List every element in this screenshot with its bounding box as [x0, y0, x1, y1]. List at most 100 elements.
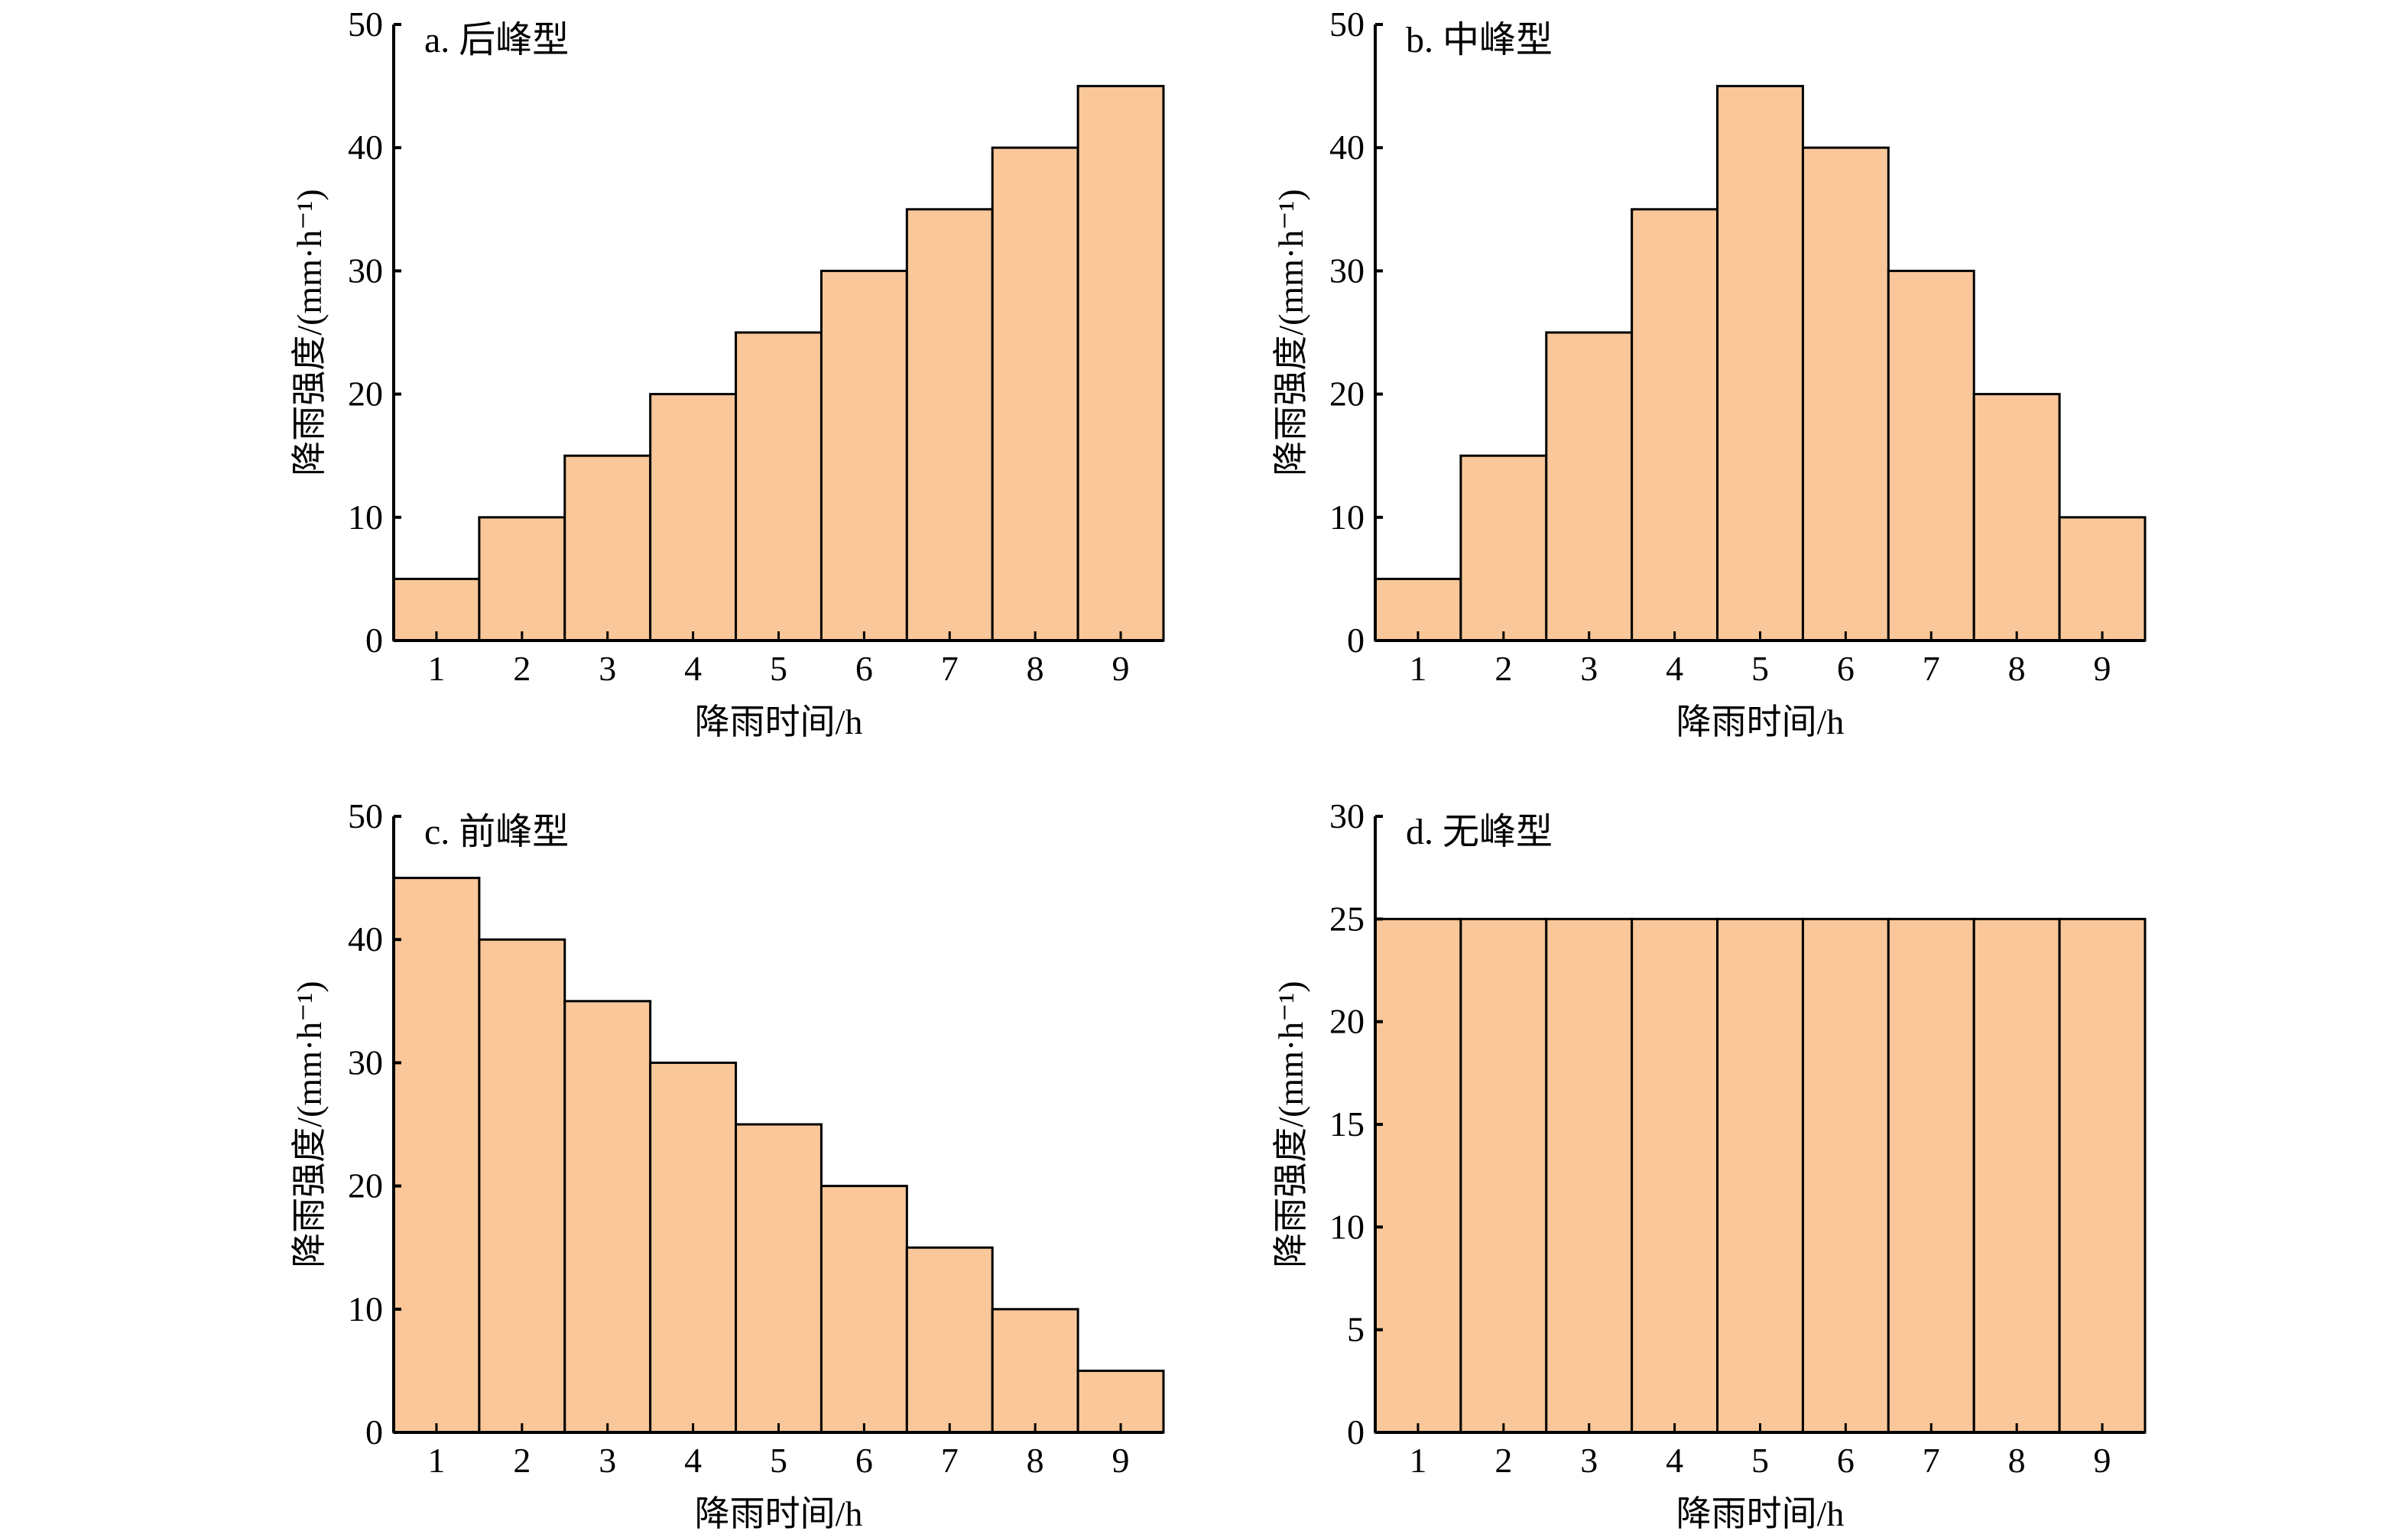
x-tick-label: 7: [1923, 1441, 1940, 1480]
bar: [1374, 577, 1462, 642]
x-tick-label: 1: [427, 1441, 445, 1480]
x-tick-label: 5: [770, 1441, 787, 1480]
x-tick-label: 4: [684, 649, 702, 688]
x-tick-label: 8: [1027, 649, 1044, 688]
y-tick-label: 15: [1329, 1104, 1365, 1143]
bar: [392, 577, 481, 642]
y-tick-label: 20: [1329, 375, 1365, 414]
x-axis-label: 降雨时间/h: [695, 1494, 863, 1531]
x-tick-label: 1: [1409, 649, 1426, 688]
x-tick-label: 9: [2094, 1441, 2111, 1480]
bar: [905, 208, 994, 642]
y-tick-label: 0: [1347, 621, 1365, 660]
y-tick-label: 20: [348, 1166, 383, 1205]
x-tick-label: 1: [1409, 1441, 1426, 1480]
y-tick-label: 50: [348, 796, 383, 835]
bar: [819, 269, 908, 642]
bar: [1374, 917, 1462, 1434]
x-tick-label: 2: [513, 649, 531, 688]
x-tick-label: 4: [684, 1441, 702, 1480]
y-axis-label: 降雨强度/(mm·h⁻¹): [1271, 189, 1310, 475]
x-tick-label: 4: [1666, 649, 1683, 688]
y-tick-label: 40: [348, 920, 383, 958]
x-tick-label: 3: [1580, 1441, 1598, 1480]
bar: [1459, 917, 1548, 1434]
bar: [1545, 331, 1634, 642]
bar: [478, 938, 566, 1434]
x-tick-label: 3: [599, 1441, 616, 1480]
x-tick-label: 6: [1837, 1441, 1855, 1480]
x-tick-label: 6: [855, 649, 873, 688]
bar: [563, 1000, 652, 1434]
x-tick-label: 4: [1666, 1441, 1683, 1480]
bar: [1716, 85, 1804, 642]
y-tick-label: 30: [1329, 796, 1365, 835]
y-axis-label: 降雨强度/(mm·h⁻¹): [1271, 981, 1310, 1267]
y-tick-label: 50: [1329, 5, 1365, 44]
x-tick-label: 2: [1494, 1441, 1512, 1480]
y-tick-label: 5: [1347, 1310, 1365, 1349]
y-tick-label: 50: [348, 5, 383, 44]
bar: [819, 1185, 908, 1434]
x-tick-label: 6: [1837, 649, 1855, 688]
x-axis-label: 降雨时间/h: [1676, 702, 1845, 741]
y-tick-label: 40: [1329, 128, 1365, 167]
bar: [1459, 454, 1548, 642]
y-tick-label: 30: [1329, 251, 1365, 290]
bar: [991, 1308, 1079, 1434]
bar: [735, 331, 823, 642]
y-tick-label: 0: [365, 621, 383, 660]
bar: [1972, 393, 2061, 642]
x-tick-label: 7: [1923, 649, 1940, 688]
x-tick-label: 7: [941, 1441, 959, 1480]
y-tick-label: 30: [348, 1043, 383, 1082]
x-tick-label: 5: [1751, 649, 1769, 688]
x-tick-label: 8: [1027, 1441, 1044, 1480]
bar: [1801, 146, 1890, 642]
x-tick-label: 9: [2094, 649, 2111, 688]
x-tick-label: 8: [2008, 1441, 2026, 1480]
x-tick-label: 9: [1112, 649, 1130, 688]
y-tick-label: 10: [348, 1289, 383, 1328]
bar: [1801, 917, 1890, 1434]
bar: [1887, 269, 1975, 642]
bar: [1972, 917, 2061, 1434]
y-tick-label: 40: [348, 128, 383, 167]
y-tick-label: 30: [348, 251, 383, 290]
chart-title: c. 前峰型: [424, 812, 569, 852]
chart-title: a. 后峰型: [424, 20, 569, 60]
bar: [478, 516, 566, 642]
x-tick-label: 7: [941, 649, 959, 688]
y-axis-label: 降雨强度/(mm·h⁻¹): [290, 189, 329, 475]
bar: [1887, 917, 1975, 1434]
bar: [991, 146, 1079, 642]
x-tick-label: 2: [1494, 649, 1512, 688]
x-tick-label: 6: [855, 1441, 873, 1480]
bar: [563, 454, 652, 642]
bar: [1076, 1369, 1165, 1434]
y-tick-label: 0: [1347, 1413, 1365, 1452]
bar: [735, 1123, 823, 1434]
bar: [392, 877, 481, 1434]
x-tick-label: 3: [1580, 649, 1598, 688]
bar: [2058, 516, 2147, 642]
y-axis-label: 降雨强度/(mm·h⁻¹): [290, 981, 329, 1267]
bar: [1716, 917, 1804, 1434]
x-tick-label: 9: [1112, 1441, 1130, 1480]
x-axis-label: 降雨时间/h: [695, 702, 863, 741]
x-tick-label: 5: [1751, 1441, 1769, 1480]
x-tick-label: 5: [770, 649, 787, 688]
bar: [1076, 85, 1165, 642]
y-tick-label: 20: [348, 375, 383, 414]
x-tick-label: 2: [513, 1441, 531, 1480]
bar: [905, 1246, 994, 1434]
y-tick-label: 10: [348, 498, 383, 537]
x-tick-label: 3: [599, 649, 616, 688]
x-tick-label: 8: [2008, 649, 2026, 688]
x-axis-label: 降雨时间/h: [1676, 1494, 1845, 1531]
chart-title: b. 中峰型: [1406, 20, 1553, 60]
